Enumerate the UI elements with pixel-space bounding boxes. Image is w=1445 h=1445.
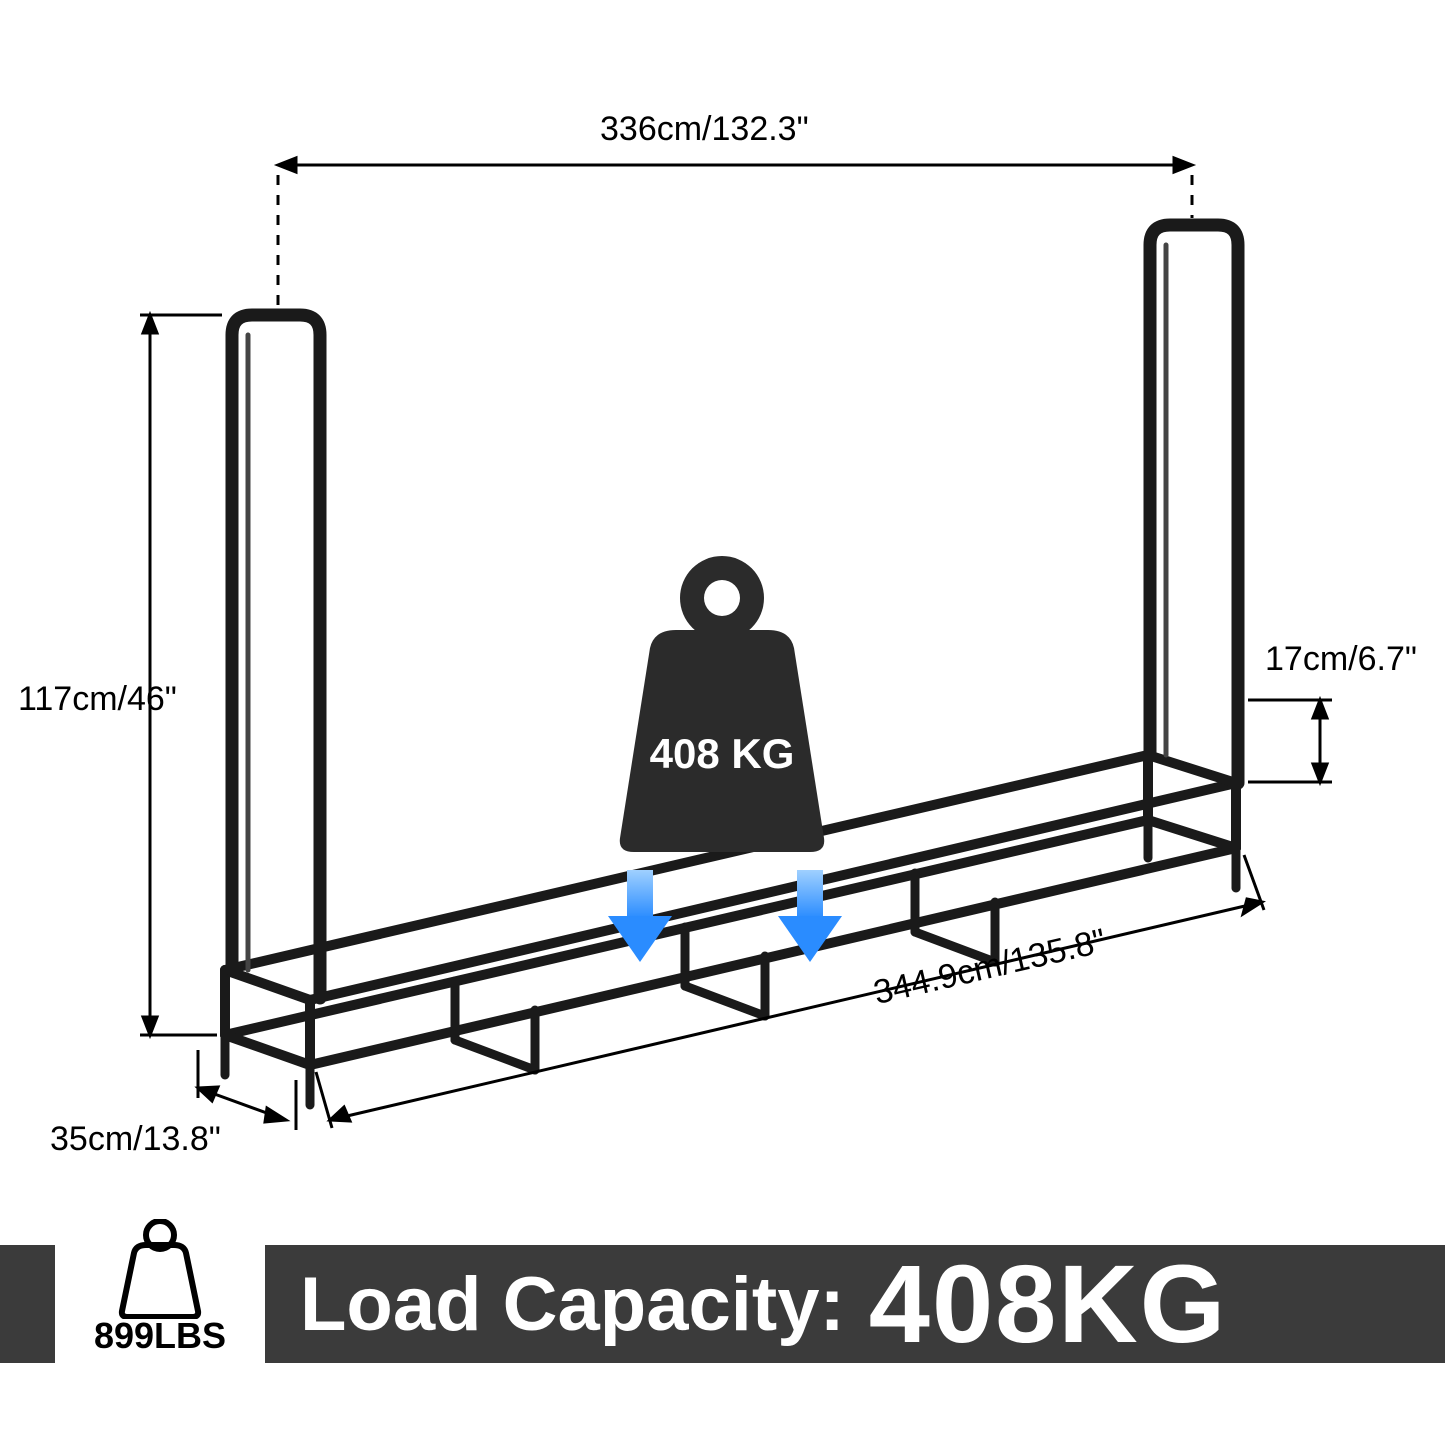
weight-badge-icon xyxy=(100,1219,220,1319)
footer-label: Load Capacity: xyxy=(300,1261,845,1348)
footer-weight-badge: 899LBS xyxy=(55,1205,265,1370)
center-weight-icon xyxy=(620,556,824,852)
diagram-canvas: 336cm/132.3" 117cm/46" 17cm/6.7" 344.9cm… xyxy=(0,0,1445,1445)
dim-top-width: 336cm/132.3" xyxy=(600,110,809,149)
dim-side-height: 17cm/6.7" xyxy=(1265,640,1417,679)
dim-height: 117cm/46" xyxy=(18,680,188,719)
footer-badge-text: 899LBS xyxy=(94,1315,226,1357)
center-weight-label: 408 KG xyxy=(622,730,822,778)
footer-value: 408KG xyxy=(869,1241,1228,1368)
dim-depth: 35cm/13.8" xyxy=(50,1120,221,1159)
